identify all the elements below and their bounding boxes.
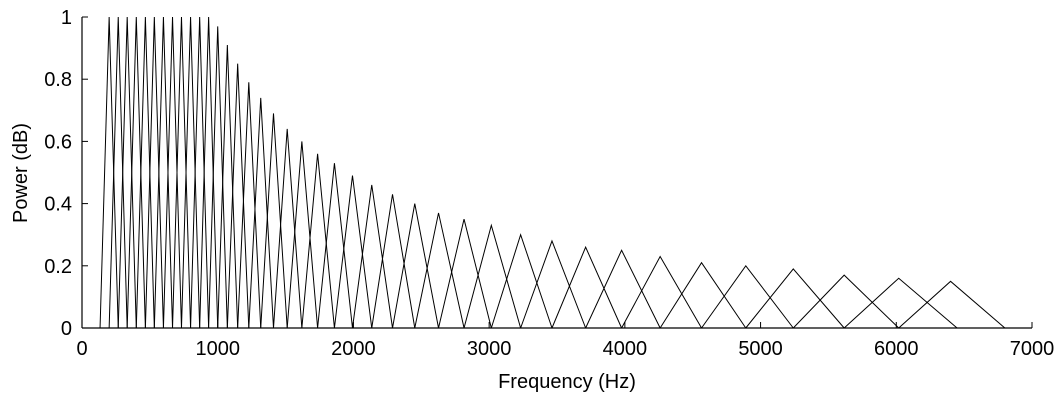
filter-triangle xyxy=(333,175,373,329)
filter-triangle xyxy=(317,163,353,329)
y-tick-label: 0.4 xyxy=(44,194,72,216)
y-tick-label: 0.6 xyxy=(44,131,72,153)
filter-triangle xyxy=(208,26,228,329)
filter-triangle xyxy=(135,16,155,329)
x-tick-label: 3000 xyxy=(467,338,512,360)
filter-triangle xyxy=(463,223,522,329)
x-tick-label: 6000 xyxy=(874,338,919,360)
filter-triangle xyxy=(585,249,661,329)
y-tick-label: 0 xyxy=(61,318,72,340)
axes xyxy=(81,17,1032,329)
filter-triangle xyxy=(248,97,274,329)
y-axis-label: Power (dB) xyxy=(10,123,32,223)
y-ticks: 0 0.2 0.4 0.6 0.8 1 xyxy=(44,7,88,340)
filter-triangle xyxy=(180,16,201,329)
filter-triangle xyxy=(260,113,288,329)
x-tick-label: 2000 xyxy=(331,338,376,360)
filter-triangle xyxy=(438,219,492,329)
filter-triangle xyxy=(621,255,702,329)
y-tick-label: 0.8 xyxy=(44,69,72,91)
filter-triangle xyxy=(237,82,262,329)
y-tick-label: 1 xyxy=(61,7,72,29)
filter-triangle xyxy=(190,16,210,329)
x-tick-label: 7000 xyxy=(1010,338,1055,360)
filter-triangle xyxy=(490,233,553,329)
filter-triangles xyxy=(99,16,1006,329)
filter-triangle xyxy=(153,16,174,329)
filter-triangle xyxy=(162,16,182,329)
filter-triangle xyxy=(108,16,128,329)
filter-triangle xyxy=(217,44,239,329)
filter-triangle xyxy=(286,141,319,329)
filter-triangle xyxy=(551,245,623,329)
x-tick-label: 1000 xyxy=(195,338,240,360)
filter-triangle xyxy=(843,277,958,329)
y-tick-label: 0.2 xyxy=(44,256,72,278)
x-tick-label: 5000 xyxy=(738,338,783,360)
filter-triangle xyxy=(520,239,587,329)
filter-triangle xyxy=(126,16,146,329)
filter-triangle xyxy=(792,274,900,329)
x-tick-label: 0 xyxy=(76,338,87,360)
filter-triangle xyxy=(272,128,303,329)
filter-triangle xyxy=(117,16,137,329)
filter-triangle xyxy=(392,203,440,329)
x-axis-label: Frequency (Hz) xyxy=(498,371,636,393)
x-ticks: 0 1000 2000 3000 4000 5000 6000 7000 xyxy=(76,322,1054,360)
filter-triangle xyxy=(301,153,335,329)
filter-triangle xyxy=(144,16,164,329)
filter-triangle xyxy=(701,264,794,329)
filter-triangle xyxy=(371,194,416,329)
filter-triangle xyxy=(898,280,1006,329)
filter-triangle xyxy=(351,184,394,329)
filter-triangle xyxy=(199,16,219,329)
filter-triangle xyxy=(659,261,747,329)
filter-triangle xyxy=(745,268,845,329)
filter-triangle xyxy=(172,16,192,329)
filter-triangle xyxy=(226,63,250,329)
x-tick-label: 4000 xyxy=(603,338,648,360)
filter-triangle xyxy=(414,212,465,329)
filter-triangle xyxy=(99,16,119,329)
